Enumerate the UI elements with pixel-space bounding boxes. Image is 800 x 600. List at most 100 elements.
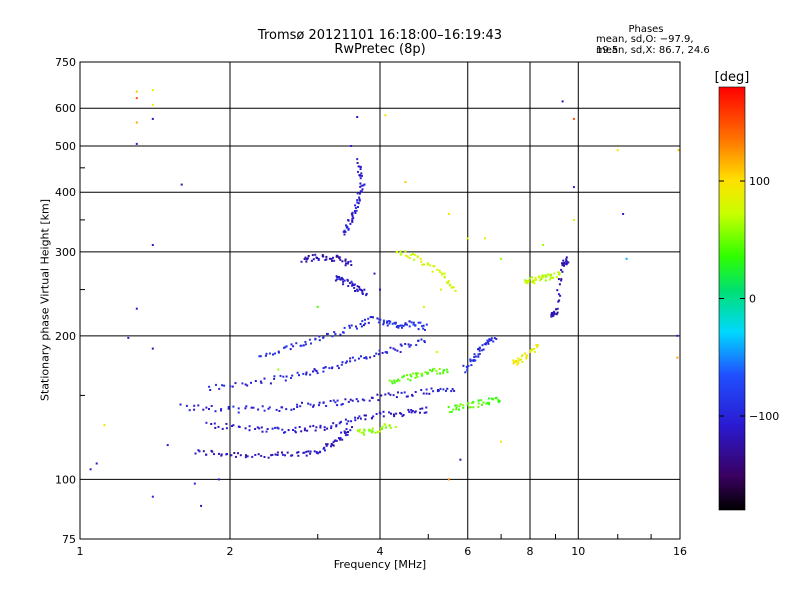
data-point (322, 370, 325, 373)
data-point (359, 323, 362, 325)
data-point (259, 380, 262, 383)
data-point (525, 280, 528, 282)
data-point (283, 346, 286, 349)
data-point (264, 354, 267, 357)
data-point (335, 254, 338, 257)
data-point (356, 290, 359, 292)
data-point (676, 334, 679, 337)
data-point (358, 198, 361, 201)
data-point (563, 264, 565, 267)
data-point (443, 369, 445, 372)
data-point (339, 278, 342, 281)
data-point (474, 355, 477, 358)
data-point (473, 359, 476, 362)
data-point (393, 379, 396, 382)
data-point (325, 405, 328, 407)
data-point (220, 409, 222, 412)
data-point (345, 428, 348, 431)
data-point (166, 444, 169, 447)
data-point (426, 263, 429, 266)
data-point (273, 377, 276, 380)
data-point (322, 367, 325, 370)
data-point (384, 351, 387, 354)
colorbar-unit: [deg] (714, 70, 750, 85)
data-point (370, 396, 373, 399)
data-point (534, 276, 537, 279)
data-point (198, 450, 201, 453)
data-point (358, 286, 361, 288)
data-point (344, 259, 347, 262)
data-point (415, 374, 418, 376)
data-point (296, 403, 299, 406)
data-point (244, 456, 247, 459)
data-point (332, 256, 334, 259)
data-point (420, 338, 423, 341)
data-point (363, 183, 366, 186)
data-point (309, 425, 312, 428)
data-point (227, 407, 230, 410)
data-point (454, 289, 457, 292)
data-point (561, 100, 564, 103)
data-point (220, 408, 223, 411)
data-point (268, 352, 271, 355)
data-point (514, 361, 517, 364)
data-point (383, 423, 386, 426)
data-point (336, 364, 339, 367)
data-point (442, 370, 445, 373)
data-point (373, 355, 376, 358)
data-point (314, 369, 317, 372)
data-point (223, 384, 226, 387)
data-point (521, 354, 524, 357)
x-tick-label: 6 (464, 545, 471, 558)
data-point (487, 401, 490, 404)
data-point (351, 220, 354, 223)
data-point (409, 344, 412, 347)
data-point (359, 190, 362, 193)
data-point (397, 326, 400, 329)
data-point (462, 406, 465, 409)
data-point (323, 428, 326, 431)
data-point (233, 452, 236, 454)
data-point (362, 184, 365, 187)
data-point (276, 426, 279, 429)
data-point (419, 411, 421, 414)
data-point (319, 450, 322, 453)
data-point (287, 429, 290, 432)
data-point (258, 355, 261, 358)
data-point (562, 259, 565, 262)
data-point (423, 411, 426, 414)
data-point (384, 393, 387, 396)
data-point (385, 426, 387, 429)
data-point (481, 344, 484, 347)
data-point (225, 453, 228, 456)
data-point (237, 407, 240, 410)
x-tick-label: 8 (527, 545, 534, 558)
data-point (333, 259, 336, 262)
data-point (350, 264, 353, 266)
data-point (544, 276, 547, 279)
data-point (550, 315, 553, 318)
x-tick-label: 1 (77, 545, 84, 558)
y-tick-label: 750 (55, 56, 76, 69)
data-point (272, 353, 274, 356)
data-point (413, 411, 416, 414)
data-point (358, 199, 361, 202)
data-point (512, 360, 515, 363)
data-point (415, 372, 418, 375)
data-point (469, 360, 472, 363)
data-point (395, 380, 398, 383)
data-point (355, 325, 357, 328)
data-point (432, 265, 435, 267)
data-point (412, 321, 415, 324)
data-point (421, 263, 424, 266)
data-point (248, 429, 251, 432)
data-point (450, 410, 453, 413)
data-point (266, 428, 269, 430)
data-point (443, 276, 446, 279)
data-point (276, 454, 279, 456)
data-point (317, 257, 320, 260)
data-point (477, 402, 480, 405)
data-point (313, 450, 316, 453)
data-point (217, 478, 220, 481)
data-point (357, 170, 359, 173)
